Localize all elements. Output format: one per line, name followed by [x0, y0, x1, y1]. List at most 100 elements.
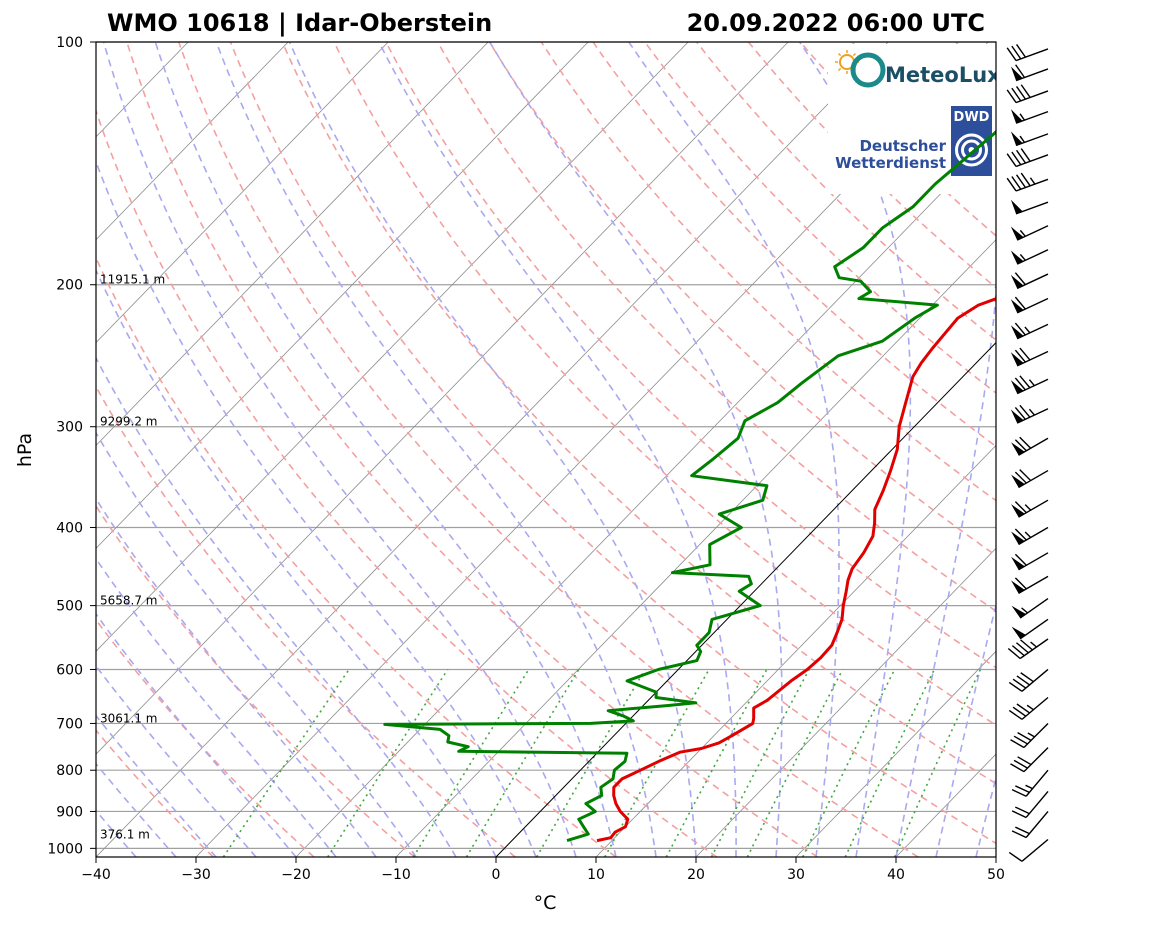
y-tick-label: 400	[56, 520, 83, 536]
moist-adiabat	[215, 42, 657, 857]
dwd-name-line1: Deutscher	[859, 137, 946, 155]
wind-barb	[1010, 722, 1049, 749]
y-tick-label: 600	[56, 662, 83, 678]
wind-barb	[1010, 64, 1049, 82]
dry-adiabat	[488, 42, 996, 557]
y-tick-label: 1000	[47, 841, 83, 857]
dry-adiabat	[540, 42, 996, 502]
wind-barb	[1010, 249, 1049, 265]
wind-barb	[1010, 322, 1049, 340]
height-label: 9299.2 m	[100, 415, 158, 429]
dry-adiabat	[229, 42, 996, 845]
y-tick-label: 200	[56, 278, 83, 294]
x-tick-label: 0	[492, 867, 501, 883]
mixing-ratio-line	[327, 669, 449, 857]
mixing-ratio-line	[844, 669, 936, 857]
moist-adiabat	[96, 356, 457, 857]
moist-adiabats	[96, 42, 996, 857]
wind-barb	[1010, 199, 1049, 215]
wind-barb	[1010, 109, 1049, 124]
y-tick-label: 900	[56, 804, 83, 820]
wind-barb	[1011, 618, 1049, 640]
isotherm-line	[96, 42, 489, 447]
height-label: 11915.1 m	[100, 273, 165, 287]
wind-barb	[1011, 499, 1049, 518]
wind-barb	[1011, 552, 1049, 571]
wind-barb	[1010, 131, 1049, 147]
moist-adiabat	[628, 42, 840, 857]
isotherm-line	[96, 42, 289, 241]
moist-adiabat	[102, 42, 577, 857]
x-tick-label: −40	[81, 867, 111, 883]
wind-barb	[1010, 272, 1049, 290]
x-tick-label: 20	[687, 867, 705, 883]
chart-title-station: WMO 10618 | Idar-Oberstein	[107, 9, 492, 37]
wind-barb	[1011, 769, 1049, 797]
mixing-ratio-line	[465, 669, 580, 857]
x-axis-label: °C	[534, 892, 557, 914]
x-tick-label: 50	[987, 867, 1005, 883]
moist-adiabat	[378, 42, 737, 857]
temperature-profile	[596, 297, 996, 843]
isotherm-line	[96, 42, 889, 857]
sun-ray	[837, 67, 842, 72]
wind-barb	[1010, 404, 1049, 424]
height-label: 376.1 m	[100, 827, 150, 841]
wind-barb	[1008, 838, 1049, 862]
wind-barb	[1010, 747, 1049, 773]
x-tick-label: 40	[887, 867, 905, 883]
meteolux-logo: MeteoLux	[835, 50, 996, 88]
x-axis-ticks: −40 −30 −20 −10 0 10 20 30 40 50	[81, 857, 1005, 883]
y-tick-label: 300	[56, 420, 83, 436]
isotherm-line	[96, 42, 389, 344]
moist-adiabat	[96, 159, 537, 857]
y-axis-label: hPa	[14, 433, 36, 467]
dry-adiabat	[592, 42, 996, 448]
dwd-badge-text: DWD	[954, 110, 990, 125]
isotherm-line	[96, 42, 589, 549]
dry-adiabat	[281, 42, 996, 785]
wind-barb	[1011, 597, 1049, 619]
y-tick-label: 500	[56, 599, 83, 615]
wind-barb	[1006, 172, 1049, 192]
dry-adiabat	[333, 42, 996, 727]
wind-barb	[1011, 811, 1049, 839]
wind-barb	[1010, 375, 1049, 395]
height-annotations: 376.1 m 3061.1 m 5658.7 m 9299.2 m 11915.1 m	[100, 273, 165, 842]
wind-barb	[1011, 575, 1049, 595]
moist-adiabat	[154, 42, 617, 857]
moist-adiabat	[288, 42, 697, 857]
isotherm-line	[96, 42, 689, 652]
sounding-profiles	[383, 129, 996, 843]
isotherm-line	[96, 42, 789, 755]
x-tick-label: −10	[381, 867, 411, 883]
moist-adiabat	[96, 431, 417, 857]
dry-adiabat	[96, 108, 718, 857]
wind-barb	[1011, 436, 1049, 456]
isotherm-line	[595, 444, 996, 857]
dwd-spiral-icon	[955, 133, 988, 167]
wind-barbs	[1006, 44, 1049, 862]
wind-barb	[1011, 790, 1049, 819]
dry-adiabat	[177, 42, 919, 857]
wind-barb	[1010, 225, 1049, 241]
x-tick-label: 30	[787, 867, 805, 883]
wind-barb	[1008, 696, 1049, 720]
mixing-ratio-line	[710, 669, 810, 857]
x-tick-label: 10	[587, 867, 605, 883]
y-tick-label: 700	[56, 716, 83, 732]
dry-adiabat	[385, 42, 996, 669]
wind-barb	[1010, 347, 1049, 367]
dry-adiabat	[696, 42, 996, 342]
wind-barb	[1007, 638, 1049, 660]
wind-barb	[1011, 526, 1049, 546]
sun-ray	[852, 52, 857, 57]
mixing-ratio-line	[746, 669, 844, 857]
moist-adiabat	[489, 42, 783, 857]
wind-barb	[1006, 44, 1049, 62]
isotherm-line	[695, 547, 996, 857]
meteolux-ring-icon	[850, 52, 886, 88]
mixing-ratio-lines	[222, 669, 982, 857]
wind-barb	[1011, 469, 1049, 489]
moist-adiabat	[895, 42, 996, 857]
